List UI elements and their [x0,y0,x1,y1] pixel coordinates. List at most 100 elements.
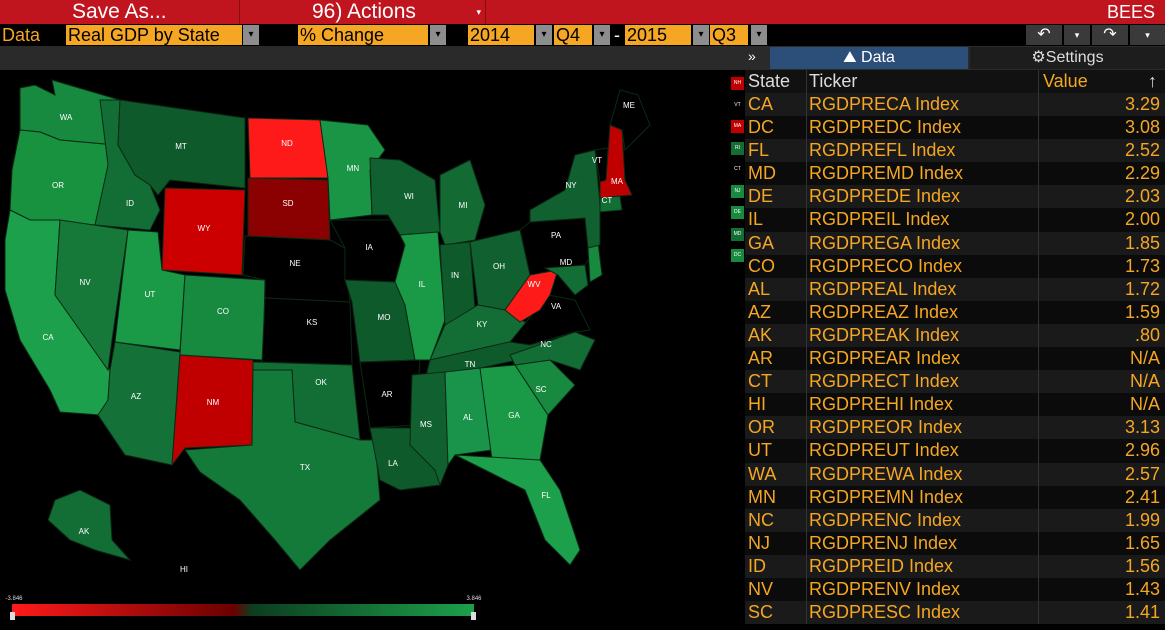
table-row[interactable]: WA RGDPREWA Index 2.57 [745,462,1165,486]
state-mi[interactable] [439,159,486,246]
redo-dropdown-icon[interactable]: ▾ [1130,25,1165,45]
label-tx: TX [300,463,311,472]
state-ks[interactable] [261,297,353,366]
state-wy[interactable] [161,187,246,276]
legend-max-handle[interactable] [471,612,476,620]
cell-value: 1.43 [1124,578,1160,599]
cell-state: AL [745,277,807,301]
table-row[interactable]: GA RGDPREGA Index 1.85 [745,231,1165,255]
end-quarter-field[interactable]: Q3 [710,25,748,45]
chip-ri[interactable]: RI [731,141,744,155]
label-ma: MA [611,177,624,186]
legend-min-handle[interactable] [10,612,15,620]
table-row[interactable]: UT RGDPREUT Index 2.96 [745,439,1165,463]
table-row[interactable]: CT RGDPRECT Index N/A [745,370,1165,394]
state-ct[interactable] [599,195,623,213]
state-tx[interactable] [184,369,381,571]
cell-state: FL [745,139,807,163]
end-quarter-dropdown-icon[interactable]: ▾ [751,25,767,45]
table-row[interactable]: NJ RGDPRENJ Index 1.65 [745,531,1165,555]
state-il[interactable] [394,231,446,361]
header-state[interactable]: State [745,70,807,93]
table-row[interactable]: AL RGDPREAL Index 1.72 [745,277,1165,301]
state-nm[interactable] [171,354,254,467]
cell-ticker: RGDPREWA Index [807,462,1039,486]
start-quarter-field[interactable]: Q4 [554,25,592,45]
state-ak[interactable] [47,489,132,561]
table-row[interactable]: IL RGDPREIL Index 2.00 [745,208,1165,232]
measure-dropdown-icon[interactable]: ▾ [430,25,446,45]
state-ga[interactable] [479,364,549,461]
table-row[interactable]: CA RGDPRECA Index 3.29 [745,93,1165,117]
table-row[interactable]: HI RGDPREHI Index N/A [745,393,1165,417]
table-row[interactable]: MN RGDPREMN Index 2.41 [745,485,1165,509]
chip-nj[interactable]: NJ [731,184,744,198]
header-value[interactable]: Value ↑ [1039,70,1165,93]
chip-dc[interactable]: DC [731,249,744,262]
chip-md[interactable]: MD [731,227,744,241]
dataset-dropdown-icon[interactable]: ▾ [243,25,259,45]
collapse-panel-icon[interactable]: » [748,48,756,64]
end-year-dropdown-icon[interactable]: ▾ [693,25,709,45]
state-me[interactable] [609,89,651,152]
state-sd[interactable] [247,177,331,241]
label-ks: KS [307,318,318,327]
label-wa: WA [60,113,73,122]
table-row[interactable]: DE RGDPREDE Index 2.03 [745,185,1165,209]
label-ak: AK [79,527,90,536]
header-ticker[interactable]: Ticker [807,70,1039,93]
start-year-dropdown-icon[interactable]: ▾ [536,25,552,45]
end-year-field[interactable]: 2015 [625,25,691,45]
label-ky: KY [477,320,488,329]
table-row[interactable]: SC RGDPRESC Index 1.41 [745,601,1165,625]
state-fl[interactable] [454,454,581,566]
actions-menu-button[interactable]: 96) Actions ▾ [242,0,486,24]
undo-icon[interactable]: ↶ [1026,25,1062,45]
state-al[interactable] [444,367,493,467]
cell-ticker: RGDPRECT Index [807,370,1039,394]
header-value-label: Value [1043,71,1088,91]
table-row[interactable]: AK RGDPREAK Index .80 [745,323,1165,348]
chip-ct[interactable]: CT [731,163,744,176]
table-row[interactable]: MD RGDPREMD Index 2.29 [745,162,1165,186]
chip-ma[interactable]: MA [731,120,744,133]
table-row[interactable]: FL RGDPREFL Index 2.52 [745,139,1165,163]
chip-nh[interactable]: NH [731,77,744,90]
tab-data[interactable]: ⛰ Data [770,47,968,69]
state-co[interactable] [179,274,266,361]
table-row[interactable]: ID RGDPREID Index 1.56 [745,554,1165,578]
redo-icon[interactable]: ↷ [1092,25,1128,45]
chip-de[interactable]: DE [731,206,744,219]
state-nj[interactable] [587,241,603,283]
cell-state: CA [745,93,807,117]
data-label: Data [2,25,41,45]
dataset-select[interactable]: Real GDP by State [66,25,242,45]
state-az[interactable] [97,341,181,466]
table-row[interactable]: AR RGDPREAR Index N/A [745,347,1165,371]
tab-data-label: Data [861,49,895,66]
measure-select[interactable]: % Change [298,25,428,45]
cell-value: 3.29 [1124,94,1160,114]
undo-dropdown-icon[interactable]: ▾ [1064,25,1090,45]
label-me: ME [623,101,635,110]
state-md[interactable] [543,264,589,296]
table-row[interactable]: CO RGDPRECO Index 1.73 [745,254,1165,278]
cell-ticker: RGDPREDC Index [807,116,1039,140]
state-nv[interactable] [54,219,129,372]
table-row[interactable]: DC RGDPREDC Index 3.08 [745,116,1165,140]
chip-vt[interactable]: VT [731,98,744,112]
cell-ticker: RGDPREHI Index [807,393,1039,417]
state-nd[interactable] [247,117,329,179]
state-mt[interactable] [117,99,246,196]
state-ny[interactable] [529,149,601,249]
start-quarter-dropdown-icon[interactable]: ▾ [594,25,610,45]
cell-ticker: RGDPREMD Index [807,162,1039,186]
save-as-button[interactable]: Save As... [0,0,240,24]
cell-value: 2.52 [1124,140,1160,161]
start-year-field[interactable]: 2014 [468,25,534,45]
table-row[interactable]: NC RGDPRENC Index 1.99 [745,508,1165,532]
table-row[interactable]: NV RGDPRENV Index 1.43 [745,577,1165,602]
tab-settings[interactable]: ⚙Settings [970,47,1165,69]
table-row[interactable]: AZ RGDPREAZ Index 1.59 [745,300,1165,324]
table-row[interactable]: OR RGDPREOR Index 3.13 [745,416,1165,440]
